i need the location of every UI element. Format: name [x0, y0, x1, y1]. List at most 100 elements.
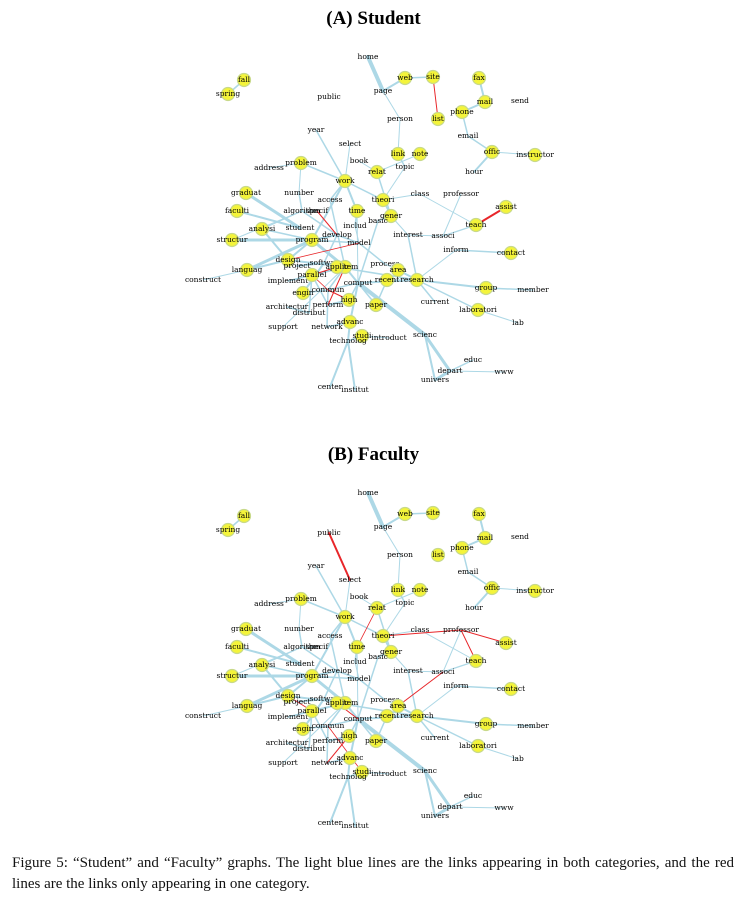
node-dot-list	[430, 111, 446, 127]
node-dot-link	[390, 582, 406, 598]
shared-link-research-interest	[407, 670, 418, 717]
shared-link-offic-instructor	[491, 151, 536, 156]
node-label-hour: hour	[465, 167, 483, 176]
shared-link-work-program	[311, 180, 346, 241]
node-label-implement: implement	[268, 712, 309, 721]
node-label-area: area	[390, 701, 407, 710]
node-label-comput: comput	[344, 278, 372, 287]
panel-b-title: (B) Faculty	[327, 444, 420, 465]
shared-link-algorithm-develop	[301, 646, 338, 672]
node-label-basic: basic	[368, 652, 388, 661]
node-label-address: address	[254, 163, 284, 172]
node-label-email: email	[458, 131, 479, 140]
node-dot-parallel	[304, 267, 320, 283]
node-label-faculti: faculti	[225, 206, 250, 215]
node-label-associ: associ	[431, 231, 455, 240]
node-label-comput: comput	[344, 714, 372, 723]
node-label-graduat: graduat	[231, 188, 261, 197]
node-dot-mail	[477, 530, 493, 546]
node-dot-applic	[329, 695, 345, 711]
node-label-spring: spring	[216, 525, 240, 534]
node-label-support: support	[268, 758, 297, 767]
node-label-instructor: instructor	[516, 150, 554, 159]
node-dot-studi	[354, 764, 370, 780]
shared-link-depart-www	[449, 370, 505, 373]
shared-link-research-laboratori	[416, 279, 479, 311]
node-label-recent: recent	[375, 711, 400, 720]
node-dot-applic	[329, 259, 345, 275]
node-label-basic: basic	[368, 216, 388, 225]
node-label-research: research	[400, 711, 434, 720]
node-dot-fax	[471, 70, 487, 86]
shared-link-scienc-univers	[424, 770, 436, 817]
node-label-access: access	[317, 631, 342, 640]
node-label-educ: educ	[464, 791, 482, 800]
node-label-topic: topic	[396, 598, 415, 607]
shared-link-graduat-student	[244, 191, 302, 230]
node-label-introduct: introduct	[371, 769, 406, 778]
shared-link-languag-program	[245, 674, 314, 708]
node-label-theori: theori	[372, 195, 395, 204]
node-label-www: www	[494, 803, 514, 812]
node-label-project: project	[284, 261, 311, 270]
node-dot-offic	[484, 144, 500, 160]
node-label-class: class	[411, 625, 430, 634]
shared-link-time-comput	[356, 210, 359, 284]
node-label-book: book	[350, 592, 369, 601]
node-label-network: network	[311, 322, 343, 331]
node-label-page: page	[374, 86, 393, 95]
node-label-select: select	[339, 139, 361, 148]
node-label-problem: problem	[285, 158, 317, 167]
node-label-model: model	[347, 238, 371, 247]
node-label-structur: structur	[217, 235, 248, 244]
unique-link-commun-studi	[327, 725, 363, 773]
node-label-work: work	[335, 612, 355, 621]
shared-link-page-person	[382, 526, 401, 556]
node-label-teach: teach	[466, 220, 487, 229]
shared-link-inform-research	[416, 685, 457, 717]
node-label-area: area	[390, 265, 407, 274]
node-dot-contact	[503, 681, 519, 697]
node-dot-fall	[236, 508, 252, 524]
node-dot-link	[390, 146, 406, 162]
node-label-person: person	[387, 114, 413, 123]
node-label-design: design	[275, 691, 300, 700]
shared-link-depart-educ	[449, 359, 474, 372]
node-label-group: group	[475, 719, 498, 728]
shared-link-develop-softwar	[323, 234, 338, 264]
shared-link-support-system	[282, 702, 346, 764]
node-dot-problem	[293, 155, 309, 171]
shared-link-note-relat	[376, 153, 421, 173]
node-dot-relat	[369, 600, 385, 616]
node-dot-advanc	[342, 314, 358, 330]
node-dot-paper	[368, 297, 384, 313]
node-dot-design	[280, 688, 296, 704]
shared-link-group-member	[485, 723, 534, 727]
node-label-languag: languag	[232, 701, 263, 710]
node-label-home: home	[358, 52, 379, 61]
node-label-technolog: technolog	[329, 772, 367, 781]
node-label-process: process	[370, 259, 399, 268]
node-label-advanc: advanc	[336, 753, 363, 762]
node-label-offic: offic	[484, 147, 500, 156]
node-label-note: note	[412, 149, 429, 158]
node-label-technolog: technolog	[329, 336, 367, 345]
shared-link-model-process	[358, 242, 386, 265]
node-label-engin: engin	[292, 724, 313, 733]
node-label-lab: lab	[512, 318, 524, 327]
node-dot-group	[478, 716, 494, 732]
node-dot-high	[341, 292, 357, 308]
node-dot-phone	[454, 540, 470, 556]
node-label-program: program	[296, 235, 329, 244]
shared-link-develop-softwar	[323, 670, 338, 700]
node-dot-languag	[239, 698, 255, 714]
node-label-institut: institut	[341, 821, 368, 830]
shared-link-technolog-center	[329, 776, 349, 824]
shared-link-number-algorithm	[298, 628, 303, 648]
node-label-distribut: distribut	[293, 744, 326, 753]
node-label-system: system	[332, 262, 359, 271]
node-label-parallel: parallel	[298, 706, 328, 715]
node-dot-research	[409, 708, 425, 724]
shared-link-number-algorithm	[298, 192, 303, 212]
shared-link-year-work	[315, 565, 346, 618]
